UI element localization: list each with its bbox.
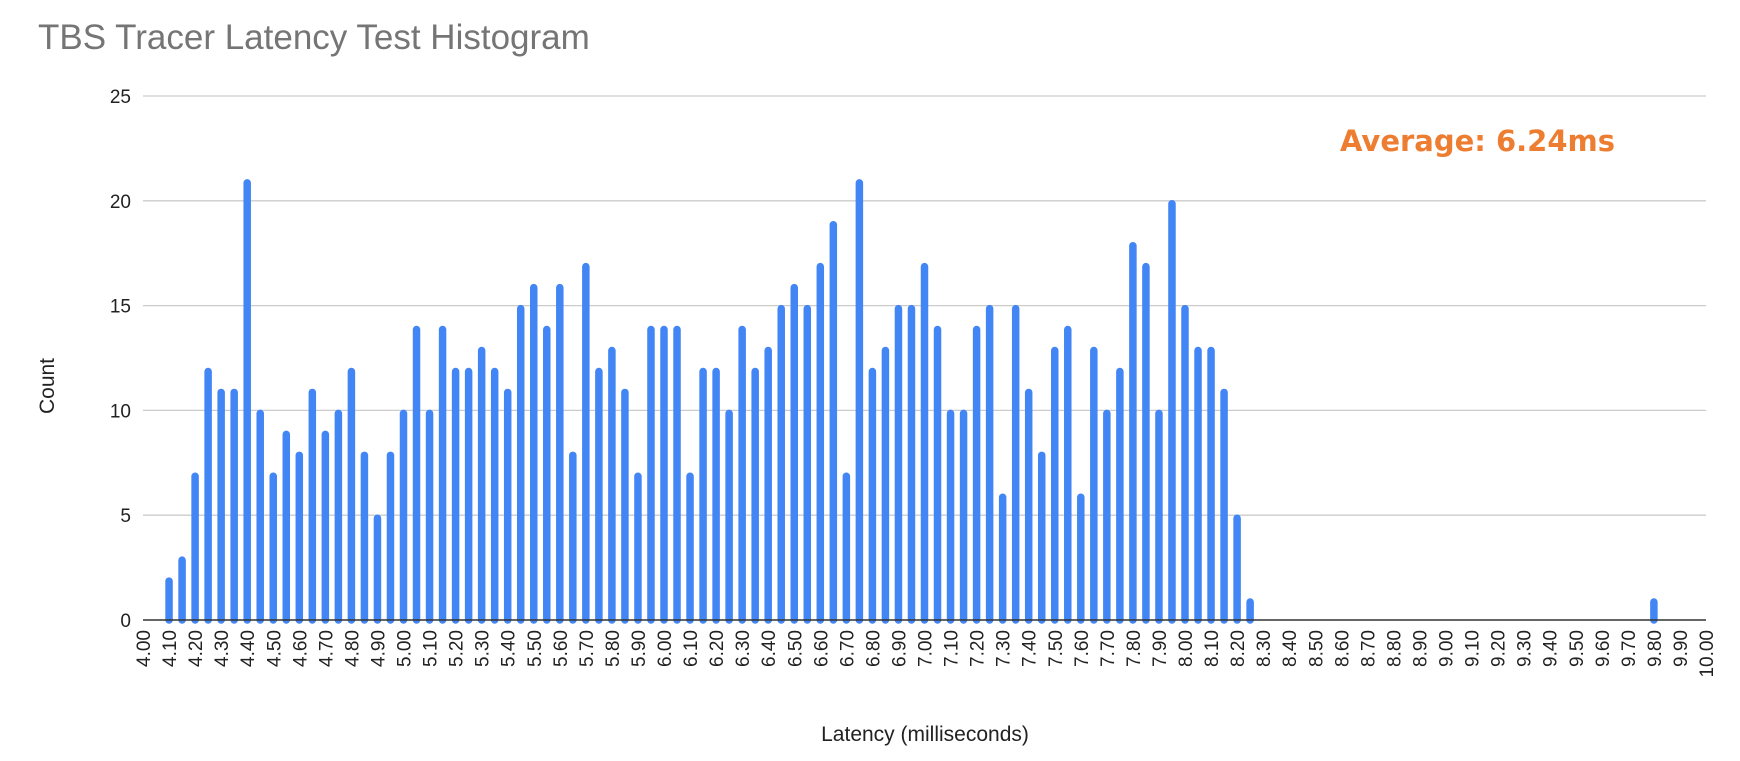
x-tick-label: 8.80 — [1384, 630, 1405, 667]
x-tick-label: 9.30 — [1515, 630, 1536, 667]
y-axis-label: Count — [36, 358, 59, 414]
x-tick-label: 9.20 — [1489, 630, 1510, 667]
x-tick-label: 4.00 — [134, 630, 155, 667]
x-tick-label: 6.80 — [863, 630, 884, 667]
x-tick-label: 5.90 — [629, 630, 650, 667]
x-tick-label: 5.20 — [447, 630, 468, 667]
x-tick-label: 4.70 — [316, 630, 337, 667]
x-tick-label: 5.80 — [603, 630, 624, 667]
x-axis-label: Latency (milliseconds) — [821, 723, 1029, 746]
x-tick-label: 7.50 — [1046, 630, 1067, 667]
x-tick-label: 6.60 — [811, 630, 832, 667]
x-tick-label: 9.00 — [1437, 630, 1458, 667]
x-tick-label: 9.50 — [1567, 630, 1588, 667]
x-tick-label: 5.70 — [577, 630, 598, 667]
x-tick-label: 9.10 — [1463, 630, 1484, 667]
x-tick-label: 6.30 — [733, 630, 754, 667]
y-tick-label: 0 — [120, 611, 131, 632]
x-tick-label: 5.40 — [499, 630, 520, 667]
x-tick-label: 6.50 — [785, 630, 806, 667]
x-tick-label: 5.50 — [525, 630, 546, 667]
x-tick-label: 8.40 — [1280, 630, 1301, 667]
x-tick-label: 7.40 — [1020, 630, 1041, 667]
x-tick-label: 6.00 — [655, 630, 676, 667]
x-tick-label: 7.30 — [994, 630, 1015, 667]
x-tick-label: 8.00 — [1176, 630, 1197, 667]
x-axis-ticks: 4.00 4.10 4.20 4.30 4.40 4.50 4.60 4.70 4.80 4.90… — [134, 630, 1718, 678]
x-tick-label: 7.80 — [1124, 630, 1145, 667]
x-tick-label: 5.00 — [395, 630, 416, 667]
x-tick-label: 8.20 — [1228, 630, 1249, 667]
x-tick-label: 4.80 — [342, 630, 363, 667]
y-tick-label: 5 — [120, 506, 131, 527]
x-tick-label: 4.60 — [290, 630, 311, 667]
x-tick-label: 8.10 — [1202, 630, 1223, 667]
x-tick-label: 8.90 — [1410, 630, 1431, 667]
x-tick-label: 4.40 — [238, 630, 259, 667]
x-tick-label: 6.40 — [759, 630, 780, 667]
bars — [165, 179, 1658, 624]
x-tick-label: 7.60 — [1072, 630, 1093, 667]
x-tick-label: 9.60 — [1593, 630, 1614, 667]
x-tick-label: 5.10 — [421, 630, 442, 667]
x-tick-label: 4.10 — [160, 630, 181, 667]
chart-title: TBS Tracer Latency Test Histogram — [38, 18, 590, 57]
y-tick-label: 20 — [110, 192, 131, 213]
x-tick-label: 8.30 — [1254, 630, 1275, 667]
x-tick-label: 9.90 — [1671, 630, 1692, 667]
x-tick-label: 8.60 — [1332, 630, 1353, 667]
x-tick-label: 9.40 — [1541, 630, 1562, 667]
x-tick-label: 5.60 — [551, 630, 572, 667]
x-tick-label: 9.70 — [1619, 630, 1640, 667]
x-tick-label: 7.00 — [916, 630, 937, 667]
x-tick-label: 4.20 — [186, 630, 207, 667]
x-tick-label: 7.90 — [1150, 630, 1171, 667]
x-tick-label: 6.10 — [681, 630, 702, 667]
average-annotation: Average: 6.24ms — [1340, 124, 1615, 158]
y-axis-ticks: 0 5 10 15 20 25 — [110, 87, 131, 632]
y-tick-label: 10 — [110, 401, 131, 422]
x-tick-label: 7.20 — [968, 630, 989, 667]
x-tick-label: 5.30 — [473, 630, 494, 667]
x-tick-label: 7.70 — [1098, 630, 1119, 667]
x-tick-label: 4.90 — [368, 630, 389, 667]
x-tick-label: 6.90 — [889, 630, 910, 667]
x-tick-label: 6.20 — [707, 630, 728, 667]
y-tick-label: 25 — [110, 87, 131, 108]
x-tick-label: 4.50 — [264, 630, 285, 667]
x-tick-label: 9.80 — [1645, 630, 1666, 667]
x-tick-label: 8.70 — [1358, 630, 1379, 667]
x-tick-label: 10.00 — [1697, 630, 1718, 678]
x-tick-label: 6.70 — [837, 630, 858, 667]
x-tick-label: 4.30 — [212, 630, 233, 667]
y-tick-label: 15 — [110, 297, 131, 318]
x-tick-label: 8.50 — [1306, 630, 1327, 667]
x-tick-label: 7.10 — [942, 630, 963, 667]
